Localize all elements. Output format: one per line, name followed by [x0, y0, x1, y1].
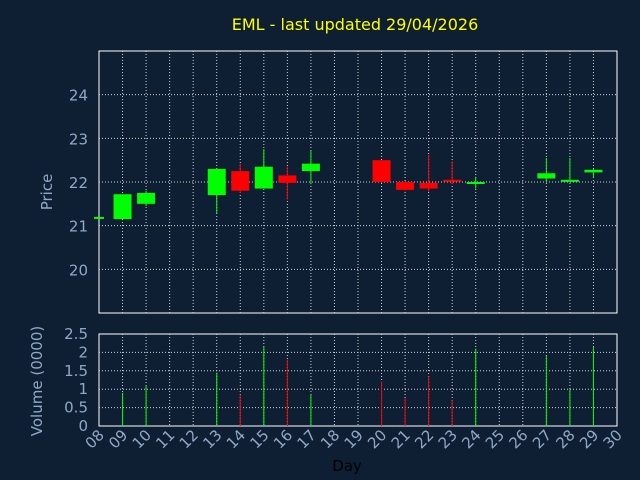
volume-tick-label: 2 — [78, 343, 88, 361]
candle-body — [94, 216, 104, 219]
volume-series — [122, 346, 594, 426]
candle-body — [560, 179, 579, 182]
day-tick-label: 10 — [129, 426, 155, 452]
volume-axis-label: Volume (0000) — [28, 326, 46, 436]
price-tick-label: 20 — [69, 261, 88, 279]
x-tick-labels: 0809101112131415161718192021222324252627… — [82, 426, 626, 452]
volume-tick-label: 1 — [78, 380, 88, 398]
day-tick-label: 20 — [364, 426, 390, 452]
volume-tick-label: 0 — [78, 417, 88, 435]
price-tick-label: 24 — [69, 87, 88, 105]
candle-body — [301, 163, 320, 172]
price-tick-label: 23 — [69, 130, 88, 148]
day-tick-label: 16 — [270, 426, 296, 452]
candle-body — [231, 171, 250, 191]
day-tick-label: 19 — [341, 426, 367, 452]
candle-body — [372, 160, 391, 182]
price-tick-label: 22 — [69, 174, 88, 192]
candle-body — [466, 182, 485, 184]
chart-title: EML - last updated 29/04/2026 — [232, 15, 479, 34]
volume-tick-label: 0.5 — [64, 399, 88, 417]
price-series — [94, 149, 603, 220]
candle-body — [419, 182, 438, 189]
day-tick-label: 21 — [388, 426, 414, 452]
day-tick-label: 18 — [317, 426, 343, 452]
candle-body — [113, 194, 132, 220]
candle-body — [278, 175, 297, 183]
day-tick-label: 23 — [435, 426, 461, 452]
price-tick-label: 21 — [69, 218, 88, 236]
day-tick-label: 29 — [576, 426, 602, 452]
price-axis-label: Price — [38, 174, 56, 211]
candle-body — [584, 169, 603, 173]
day-tick-label: 22 — [411, 426, 437, 452]
volume-tick-label: 1.5 — [64, 362, 88, 380]
y-tick-labels: 20 21 22 23 24 00.511.522.5 — [64, 87, 88, 435]
day-tick-label: 25 — [482, 426, 508, 452]
day-tick-label: 13 — [199, 426, 225, 452]
candle-body — [137, 192, 156, 204]
day-tick-label: 17 — [294, 426, 320, 452]
volume-tick-label: 2.5 — [64, 325, 88, 343]
day-tick-label: 24 — [458, 426, 484, 452]
day-tick-label: 30 — [600, 426, 626, 452]
day-tick-label: 11 — [152, 426, 178, 452]
day-tick-label: 14 — [223, 426, 249, 452]
day-tick-label: 28 — [553, 426, 579, 452]
candle-body — [254, 166, 273, 189]
candle-body — [396, 182, 415, 190]
day-tick-label: 09 — [105, 426, 131, 452]
day-tick-label: 12 — [176, 426, 202, 452]
day-tick-label: 15 — [246, 426, 272, 452]
day-tick-label: 27 — [529, 426, 555, 452]
day-tick-label: 26 — [505, 426, 531, 452]
x-axis-label: Day — [332, 457, 362, 475]
candle-body — [443, 179, 462, 182]
candle-body — [207, 168, 226, 196]
candle-body — [537, 173, 556, 179]
